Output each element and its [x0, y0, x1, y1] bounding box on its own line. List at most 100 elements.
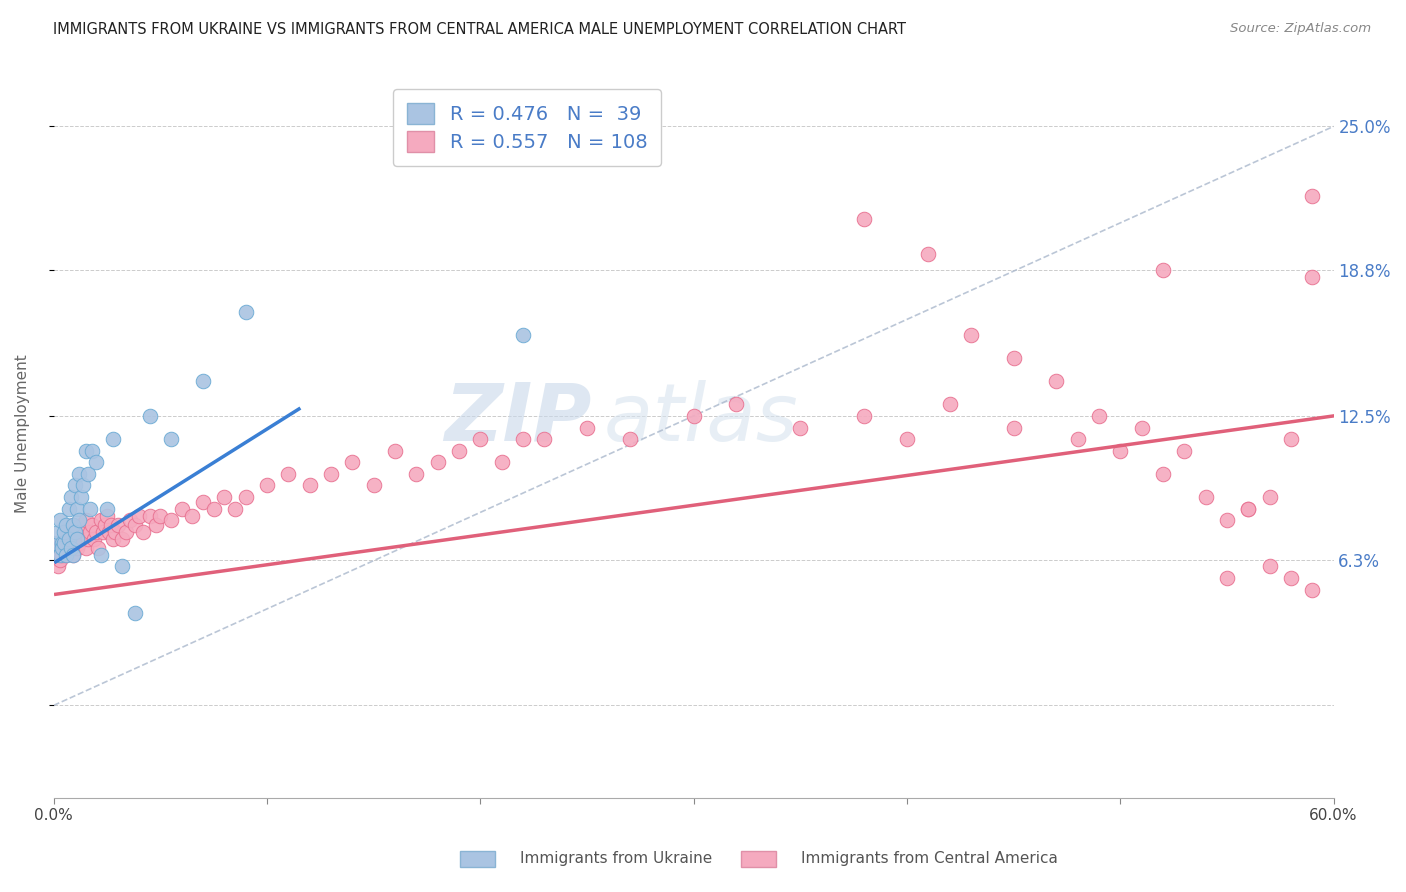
Point: [58, 501, 80, 516]
Point: [83, 532, 105, 546]
Point: [298, 478, 321, 492]
Point: [63, 524, 86, 539]
Point: [1152, 263, 1174, 277]
Point: [67, 467, 90, 481]
Point: [70, 490, 93, 504]
Point: [79, 524, 101, 539]
Point: [138, 409, 160, 423]
Point: [87, 541, 110, 555]
Point: [124, 517, 146, 532]
Point: [90, 548, 112, 562]
Point: [363, 478, 385, 492]
Point: [59, 541, 82, 555]
Point: [1002, 420, 1025, 434]
Point: [682, 409, 704, 423]
Point: [66, 532, 89, 546]
Point: [1088, 409, 1111, 423]
Point: [1237, 501, 1260, 516]
Point: [75, 541, 97, 555]
Point: [51, 548, 73, 562]
Point: [62, 517, 84, 532]
Point: [49, 513, 72, 527]
Point: [49, 552, 72, 566]
Point: [1152, 467, 1174, 481]
Point: [149, 508, 172, 523]
Point: [45, 536, 67, 550]
Point: [853, 212, 876, 227]
Point: [76, 467, 98, 481]
Point: [1109, 443, 1132, 458]
Point: [46, 559, 69, 574]
Point: [224, 501, 246, 516]
Point: [470, 432, 492, 446]
Point: [72, 478, 94, 492]
Point: [447, 443, 470, 458]
Y-axis label: Male Unemployment: Male Unemployment: [15, 354, 30, 513]
Point: [1279, 571, 1302, 585]
Point: [277, 467, 299, 481]
Legend: R = 0.476   N =  39, R = 0.557   N = 108: R = 0.476 N = 39, R = 0.557 N = 108: [394, 89, 661, 166]
Point: [491, 455, 513, 469]
Point: [100, 517, 122, 532]
Point: [70, 532, 93, 546]
Point: [619, 432, 641, 446]
Point: [1066, 432, 1088, 446]
Point: [1258, 559, 1281, 574]
Point: [938, 397, 960, 411]
Point: [384, 443, 406, 458]
Point: [96, 508, 118, 523]
Point: [214, 490, 236, 504]
Point: [1301, 582, 1323, 597]
Point: [91, 524, 114, 539]
Point: [191, 494, 214, 508]
Point: [76, 532, 98, 546]
Point: [55, 548, 77, 562]
Point: [63, 524, 86, 539]
Point: [132, 524, 155, 539]
Point: [63, 478, 86, 492]
Point: [1130, 420, 1153, 434]
Point: [51, 536, 73, 550]
Point: [53, 536, 76, 550]
Point: [75, 513, 97, 527]
Point: [1279, 432, 1302, 446]
Point: [181, 508, 204, 523]
Point: [59, 532, 82, 546]
Point: [1194, 490, 1216, 504]
Point: [90, 513, 112, 527]
Point: [80, 443, 103, 458]
Point: [51, 536, 73, 550]
Point: [145, 517, 167, 532]
Text: atlas: atlas: [605, 380, 799, 458]
Point: [853, 409, 876, 423]
Point: [235, 304, 257, 318]
Point: [66, 541, 89, 555]
Point: [124, 606, 146, 620]
Point: [138, 508, 160, 523]
Point: [53, 532, 76, 546]
Point: [202, 501, 225, 516]
Point: [53, 524, 76, 539]
Point: [84, 524, 107, 539]
Point: [63, 536, 86, 550]
Point: [1173, 443, 1195, 458]
Point: [575, 420, 598, 434]
Point: [66, 501, 89, 516]
Point: [1301, 269, 1323, 284]
Point: [58, 524, 80, 539]
Point: [55, 548, 77, 562]
Point: [58, 541, 80, 555]
Point: [84, 455, 107, 469]
Point: [319, 467, 342, 481]
Text: Immigrants from Ukraine: Immigrants from Ukraine: [520, 851, 713, 865]
Point: [66, 532, 89, 546]
Point: [115, 524, 138, 539]
Point: [426, 455, 449, 469]
Point: [1301, 189, 1323, 203]
Point: [896, 432, 918, 446]
Text: ZIP: ZIP: [444, 380, 591, 458]
Point: [160, 513, 183, 527]
Point: [104, 524, 127, 539]
Point: [120, 513, 142, 527]
Point: [46, 536, 69, 550]
